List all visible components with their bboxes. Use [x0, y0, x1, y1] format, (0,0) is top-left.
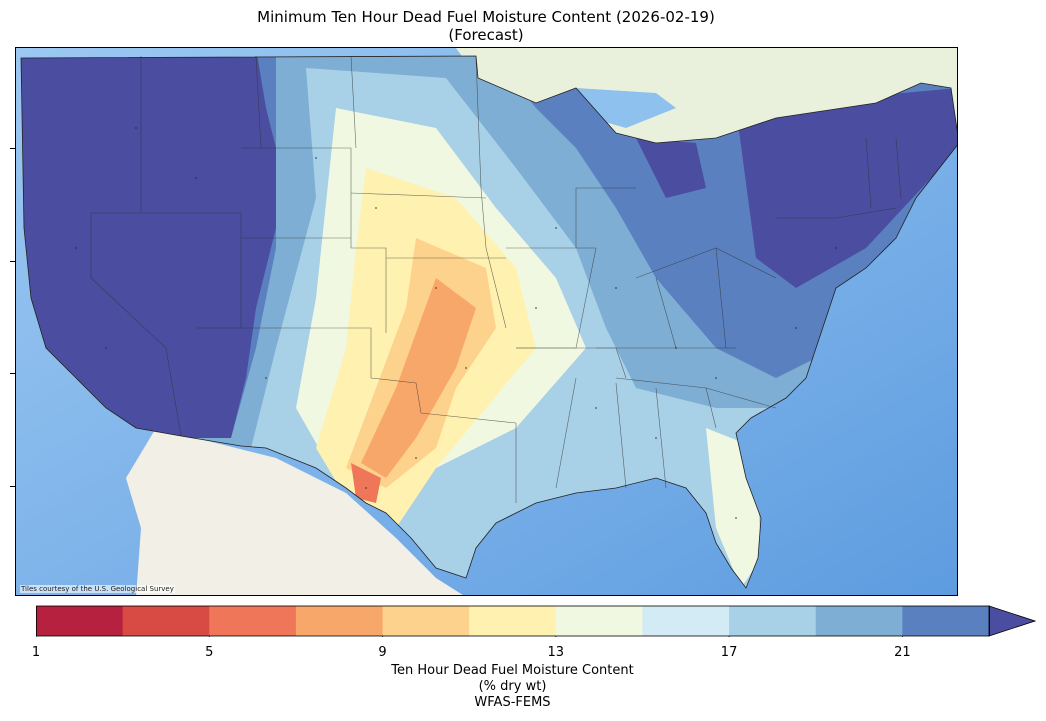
texas-driest-band [361, 278, 476, 478]
colorbar-label: Ten Hour Dead Fuel Moisture Content (% d… [0, 663, 1025, 711]
colorbar [36, 605, 1036, 637]
colorbar-tick-label: 5 [205, 645, 214, 660]
colorbar-bin [209, 606, 297, 636]
colorbar-bin [902, 606, 990, 636]
colorbar-label-line-1: Ten Hour Dead Fuel Moisture Content [391, 663, 634, 678]
colorbar-label-line-2: (% dry wt) [478, 679, 547, 694]
colorbar-tick-label: 21 [894, 645, 911, 660]
y-tick [10, 486, 15, 487]
colorbar-bin [555, 606, 643, 636]
colorbar-tick-label: 9 [378, 645, 387, 660]
colorbar-bin [36, 606, 124, 636]
station-markers [75, 127, 837, 519]
state-borders [90, 55, 902, 503]
colorbar-tick-label: 1 [31, 645, 41, 660]
y-tick [10, 261, 15, 262]
big-bend-extreme [351, 463, 381, 503]
west-wet-zone [21, 56, 286, 438]
mexico-land [126, 428, 463, 595]
colorbar-frame [36, 605, 990, 637]
northeast-wet-zone [736, 88, 957, 288]
conus-outline [20, 55, 957, 589]
colorbar-bin [642, 606, 730, 636]
michigan-wet-zone [636, 138, 706, 198]
colorbar-label-line-3: WFAS-FEMS [474, 695, 551, 710]
map-panel[interactable]: Tiles courtesy of the U.S. Geological Su… [15, 47, 958, 596]
colorbar-bin [122, 606, 210, 636]
title-line-1: Minimum Ten Hour Dead Fuel Moisture Cont… [257, 8, 715, 26]
colorbar-bin [382, 606, 470, 636]
colorbar-bin [729, 606, 817, 636]
colorbar-bin [469, 606, 557, 636]
fuel-moisture-map [16, 48, 957, 595]
colorbar-tick-label: 13 [547, 645, 565, 660]
map-attribution: Tiles courtesy of the U.S. Geological Su… [20, 585, 175, 593]
title-line-2: (Forecast) [448, 26, 524, 44]
colorbar-bin [815, 606, 903, 636]
colorbar-tick-label: 17 [720, 645, 738, 660]
y-tick [10, 373, 15, 374]
colorbar-bin [295, 606, 384, 636]
map-title: Minimum Ten Hour Dead Fuel Moisture Cont… [0, 8, 972, 44]
colorbar-extend-arrow [988, 605, 1036, 637]
y-tick [10, 148, 15, 149]
